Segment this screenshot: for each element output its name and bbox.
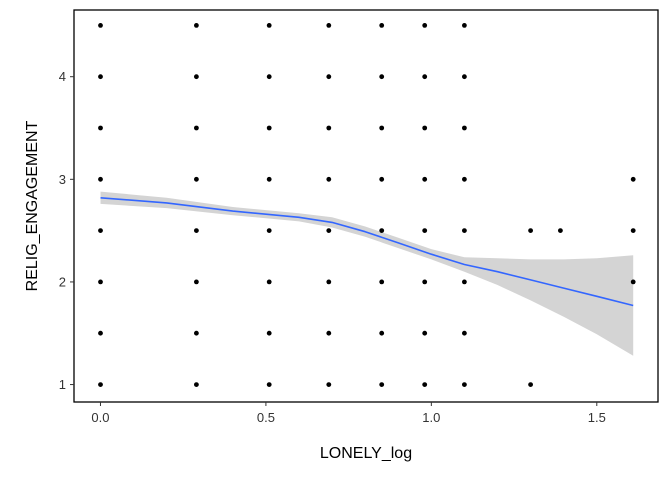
data-point (194, 23, 199, 28)
data-point (266, 176, 272, 182)
data-point (379, 125, 385, 131)
y-axis-title: RELIG_ENGAGEMENT (24, 120, 41, 291)
data-point (462, 279, 467, 285)
y-tick-label: 3 (59, 172, 66, 187)
data-point (379, 74, 385, 80)
data-point (379, 23, 385, 28)
data-point (379, 176, 385, 182)
data-point (422, 23, 428, 28)
data-point (528, 228, 533, 234)
data-point (326, 74, 332, 80)
points-layer (98, 23, 636, 387)
data-point (528, 382, 533, 387)
data-point (630, 176, 636, 182)
data-point (194, 228, 199, 234)
data-point (98, 23, 103, 28)
data-point (558, 228, 563, 234)
data-point (422, 74, 428, 80)
data-point (422, 176, 428, 182)
data-point (194, 279, 199, 285)
data-point (462, 23, 467, 28)
data-point (326, 228, 332, 234)
data-point (462, 176, 467, 182)
data-point (98, 176, 103, 182)
data-point (98, 74, 103, 80)
data-point (98, 125, 103, 131)
y-tick-label: 1 (59, 377, 66, 392)
data-point (266, 74, 272, 80)
x-tick-label: 0.0 (91, 410, 109, 425)
data-point (194, 176, 199, 182)
y-tick-label: 2 (59, 274, 66, 289)
data-point (422, 228, 428, 234)
data-point (379, 382, 385, 387)
data-point (194, 74, 199, 80)
data-point (326, 382, 332, 387)
data-point (462, 125, 467, 131)
data-point (326, 330, 332, 336)
data-point (194, 125, 199, 131)
data-point (379, 330, 385, 336)
data-point (266, 23, 272, 28)
data-point (266, 330, 272, 336)
data-point (422, 279, 428, 285)
data-point (266, 382, 272, 387)
data-point (98, 228, 103, 234)
data-point (326, 279, 332, 285)
data-point (98, 330, 103, 336)
data-point (462, 74, 467, 80)
smooth-fit-line (100, 197, 634, 307)
data-point (266, 279, 272, 285)
data-point (326, 23, 332, 28)
data-point (266, 228, 272, 234)
x-axis-title: LONELY_log (320, 445, 412, 462)
data-point (194, 330, 199, 336)
x-axis: 0.0 0.5 1.0 1.5 (91, 402, 606, 425)
data-point (326, 176, 332, 182)
x-tick-label: 1.5 (588, 410, 606, 425)
data-point (98, 382, 103, 387)
data-point (422, 330, 428, 336)
x-tick-label: 1.0 (422, 410, 440, 425)
data-point (630, 279, 636, 285)
confidence-band (100, 191, 634, 356)
data-point (462, 382, 467, 387)
smooth-line-layer (100, 197, 634, 307)
data-point (379, 228, 385, 234)
data-point (98, 279, 103, 285)
data-point (462, 330, 467, 336)
y-axis: 1 2 3 4 (59, 69, 74, 392)
data-point (326, 125, 332, 131)
data-point (422, 125, 428, 131)
y-tick-label: 4 (59, 69, 66, 84)
data-point (379, 279, 385, 285)
x-tick-label: 0.5 (257, 410, 275, 425)
plot-border (73, 9, 659, 403)
data-point (266, 125, 272, 131)
data-point (462, 228, 467, 234)
data-point (422, 382, 428, 387)
confidence-band-layer (100, 191, 634, 356)
data-point (194, 382, 199, 387)
data-point (630, 228, 636, 234)
